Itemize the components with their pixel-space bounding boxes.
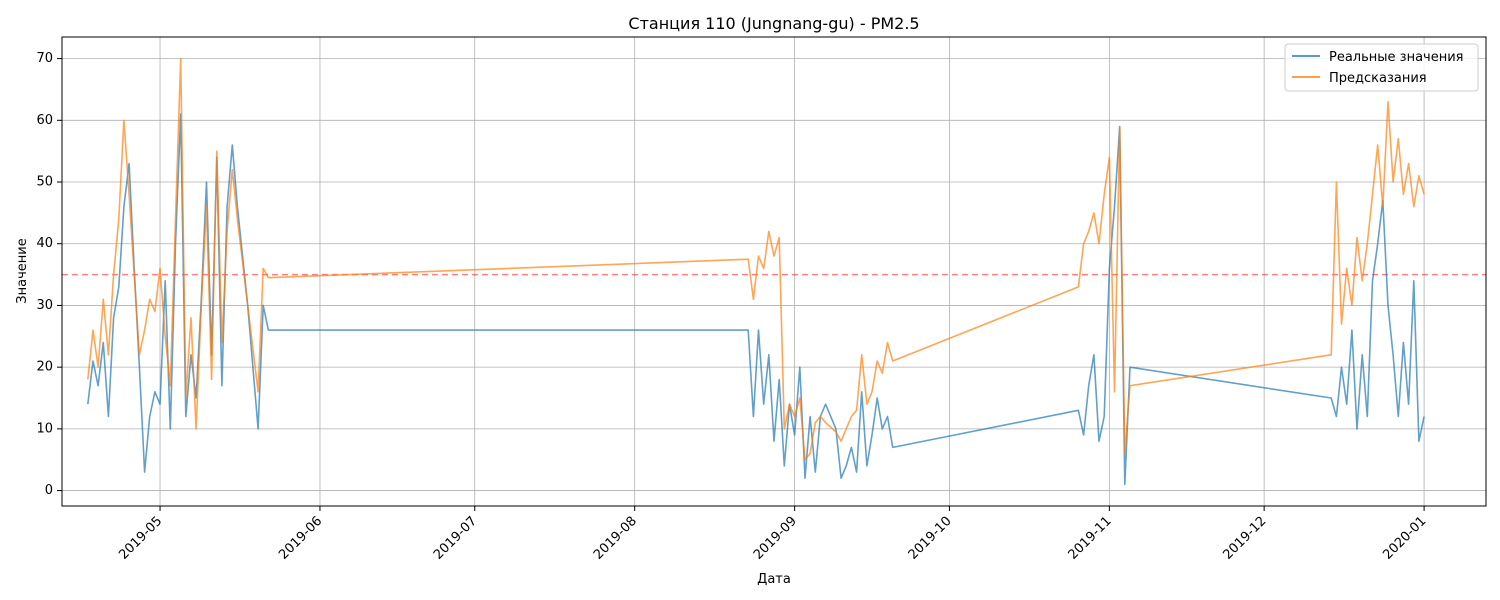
x-tick-label: 2019-07 <box>431 514 480 563</box>
series-line-predicted <box>87 57 1425 461</box>
x-tick-label: 2020-01 <box>1380 514 1429 563</box>
x-tick-label: 2019-12 <box>1220 514 1269 563</box>
x-tick-label: 2019-09 <box>751 514 800 563</box>
y-tick-label: 0 <box>45 483 53 498</box>
grid <box>62 37 1486 506</box>
series-group <box>87 57 1425 486</box>
chart-title: Станция 110 (Jungnang-gu) - PM2.5 <box>628 14 919 33</box>
legend-box <box>1284 43 1479 92</box>
x-tick-label: 2019-06 <box>276 514 325 563</box>
y-tick-label: 20 <box>36 360 53 375</box>
x-tick-label: 2019-05 <box>116 514 165 563</box>
series-line-real <box>87 113 1425 486</box>
x-tick-label: 2019-11 <box>1066 514 1115 563</box>
legend: Реальные значения Предсказания <box>1284 43 1479 92</box>
plot-frame <box>61 36 1487 507</box>
y-axis-ticks: 0 10 20 30 40 50 60 70 <box>36 51 62 498</box>
axes <box>61 36 1487 507</box>
y-tick-label: 40 <box>36 236 53 251</box>
y-tick-label: 50 <box>36 175 53 190</box>
x-tick-label: 2019-10 <box>906 514 955 563</box>
y-tick-label: 60 <box>36 113 53 128</box>
y-axis-label: Значение <box>15 238 30 303</box>
y-tick-label: 30 <box>36 298 53 313</box>
x-axis-label: Дата <box>757 572 791 587</box>
x-tick-label: 2019-08 <box>591 514 640 563</box>
legend-label-real: Реальные значения <box>1329 50 1464 65</box>
y-tick-label: 70 <box>36 51 53 66</box>
x-axis-ticks: 2019-05 2019-06 2019-07 2019-08 2019-09 2019-… <box>116 506 1429 563</box>
y-tick-label: 10 <box>36 421 53 436</box>
legend-label-predicted: Предсказания <box>1329 71 1427 86</box>
